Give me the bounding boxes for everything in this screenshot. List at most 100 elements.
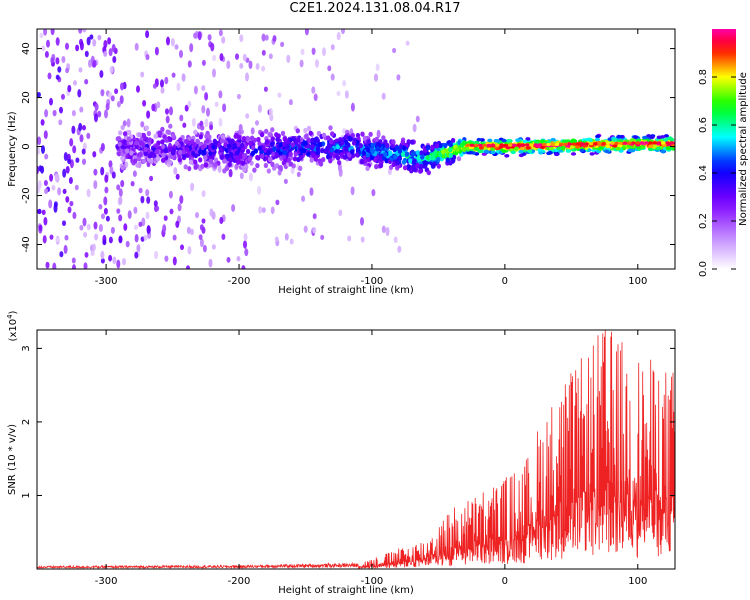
spectral-cell xyxy=(77,89,82,98)
spectral-cell xyxy=(156,156,161,162)
y-tick-label: 3 xyxy=(21,345,32,351)
spectral-cell xyxy=(197,31,202,41)
spectral-cell xyxy=(376,129,381,139)
spectral-cell xyxy=(140,236,145,242)
spectral-cell xyxy=(248,60,253,70)
spectral-cell xyxy=(431,163,436,169)
spectral-cell xyxy=(282,150,287,156)
spectral-cell xyxy=(422,160,428,166)
colorbar-tick-label: 0.8 xyxy=(698,69,709,85)
spectral-cell xyxy=(268,53,273,60)
spectral-cell xyxy=(105,215,110,222)
spectral-cell xyxy=(177,203,182,212)
spectral-cell xyxy=(71,110,76,117)
spectral-cell xyxy=(537,148,543,152)
spectral-cell xyxy=(116,208,121,214)
spectral-cell xyxy=(508,143,513,147)
spectral-cell xyxy=(109,166,114,175)
spectral-cell xyxy=(255,163,260,169)
spectral-cell xyxy=(169,208,174,215)
spectral-cell xyxy=(118,235,123,243)
spectral-cell xyxy=(219,53,224,62)
spectral-cell xyxy=(67,158,72,165)
spectral-cell xyxy=(71,257,76,264)
spectral-cell xyxy=(542,143,547,147)
spectral-cell xyxy=(116,259,121,269)
spectral-cell xyxy=(315,149,321,155)
spectral-cell xyxy=(187,100,192,108)
spectral-cell xyxy=(78,67,83,73)
spectral-cell xyxy=(627,148,633,153)
spectral-cell xyxy=(161,143,166,150)
spectral-cell xyxy=(44,50,49,58)
spectral-cell xyxy=(360,236,365,243)
y-tick-label: 20 xyxy=(21,91,32,104)
spectral-cell xyxy=(224,165,230,172)
spectral-cell xyxy=(274,236,279,243)
spectral-cell xyxy=(330,131,335,137)
spectral-cell xyxy=(65,165,70,174)
spectral-cell xyxy=(285,144,290,150)
spectral-cell xyxy=(483,149,489,154)
spectral-cell xyxy=(108,254,113,262)
spectral-cell xyxy=(448,147,453,153)
x-tick-label: 100 xyxy=(628,576,647,587)
spectral-cell xyxy=(245,148,251,155)
spectral-cell xyxy=(90,250,95,256)
spectral-cell xyxy=(141,132,146,139)
spectral-cell xyxy=(165,129,170,135)
spectral-cell xyxy=(383,151,388,157)
spectral-cell xyxy=(338,209,343,217)
x-tick-label: 0 xyxy=(502,576,508,587)
spectral-cell xyxy=(93,221,98,230)
spectral-cell xyxy=(277,169,282,176)
spectral-cell xyxy=(138,221,143,227)
spectral-cell xyxy=(92,151,97,158)
spectral-cell xyxy=(635,138,642,143)
spectral-cell xyxy=(84,78,89,85)
spectral-cell xyxy=(253,148,259,154)
spectral-cell xyxy=(264,34,269,41)
spectral-cell xyxy=(240,160,246,166)
spectral-cell xyxy=(114,88,119,95)
spectral-cell xyxy=(243,153,248,159)
spectral-cell xyxy=(374,73,378,82)
spectral-cell xyxy=(341,29,345,35)
spectral-cell xyxy=(136,244,141,253)
spectral-cell xyxy=(200,163,205,169)
spectral-cell xyxy=(410,151,416,157)
snr-series-line xyxy=(37,330,675,569)
spectral-cell xyxy=(264,128,269,134)
spectral-cell xyxy=(201,218,206,224)
spectral-cell xyxy=(313,156,318,162)
spectral-cell xyxy=(576,142,581,146)
spectral-cell xyxy=(69,138,74,147)
spectral-cell xyxy=(311,86,316,94)
spectral-cell xyxy=(120,165,126,171)
spectral-cell xyxy=(193,32,197,39)
spectral-cell xyxy=(671,144,675,148)
spectral-cell xyxy=(177,157,182,163)
spectral-cell xyxy=(320,234,325,241)
spectral-cell xyxy=(329,139,334,145)
spectral-cell xyxy=(244,248,249,257)
y-axis-multiplier: (x104) xyxy=(6,310,19,341)
spectral-cell xyxy=(218,117,223,127)
spectral-cell xyxy=(359,159,365,165)
x-tick-label: 0 xyxy=(502,276,508,287)
spectral-cell xyxy=(146,225,151,234)
spectral-cell xyxy=(145,189,150,197)
spectral-cell xyxy=(81,148,86,155)
spectral-cell xyxy=(635,141,640,145)
spectral-cell xyxy=(537,143,543,147)
colorbar-tick-label: 0.0 xyxy=(698,261,709,277)
spectral-cell xyxy=(208,258,213,268)
spectral-cell xyxy=(388,150,393,156)
spectral-cell xyxy=(107,37,112,45)
spectral-cell xyxy=(236,141,241,148)
spectral-cell xyxy=(268,157,273,163)
y-tick-label: 0 xyxy=(21,143,32,149)
spectral-cell xyxy=(75,44,80,52)
spectral-cell xyxy=(298,165,303,171)
spectral-cell xyxy=(79,106,84,113)
